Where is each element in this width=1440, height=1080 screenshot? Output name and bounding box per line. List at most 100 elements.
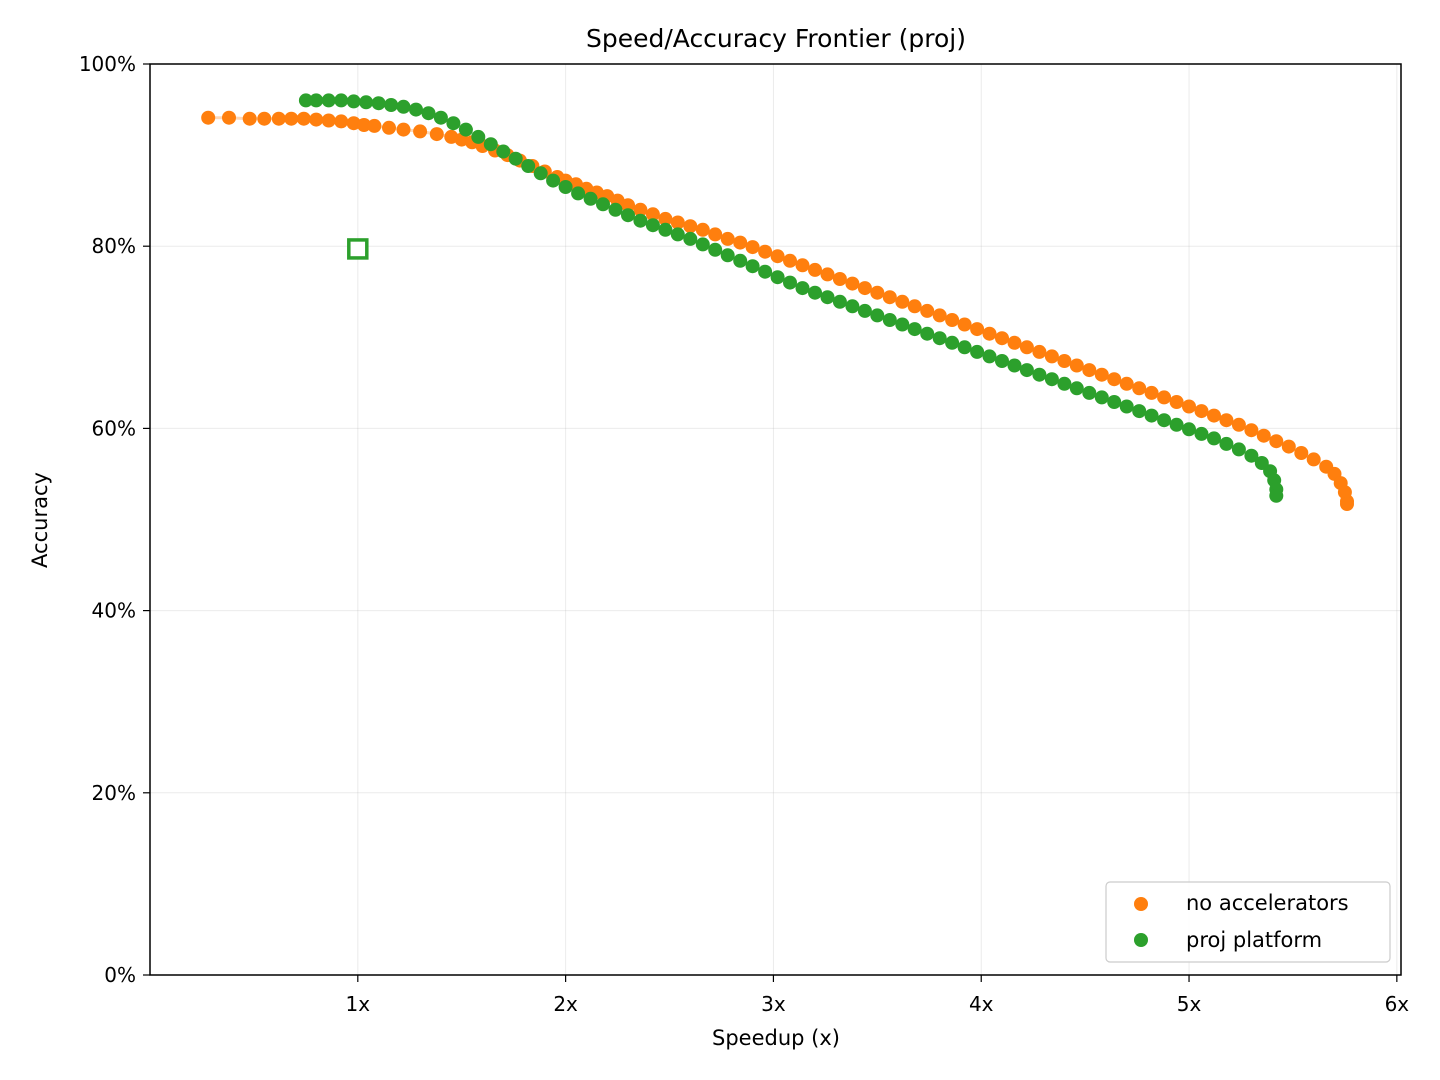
data-point xyxy=(284,111,299,126)
data-point xyxy=(558,180,573,194)
data-point xyxy=(895,294,910,309)
data-point xyxy=(1182,422,1196,437)
baseline-marker xyxy=(347,238,369,260)
data-point xyxy=(870,308,885,323)
data-point xyxy=(770,249,785,264)
plot-frame xyxy=(149,63,1402,976)
data-point xyxy=(409,102,423,117)
data-point xyxy=(1244,423,1259,438)
data-point xyxy=(857,303,872,318)
x-tick-label: 1x xyxy=(346,992,371,1016)
data-point xyxy=(970,344,985,359)
data-point xyxy=(1107,372,1122,387)
data-point xyxy=(683,219,698,234)
data-point xyxy=(957,340,972,355)
data-point xyxy=(695,222,710,237)
data-point xyxy=(1032,367,1047,382)
data-point xyxy=(446,116,461,131)
data-point xyxy=(1231,417,1246,432)
data-point xyxy=(1044,372,1059,387)
data-point xyxy=(945,335,960,350)
data-point xyxy=(758,264,773,279)
data-point xyxy=(458,122,473,137)
data-point xyxy=(1082,385,1097,400)
data-point xyxy=(367,118,382,133)
data-point xyxy=(882,313,897,327)
data-point xyxy=(583,191,598,206)
data-point xyxy=(533,166,548,181)
data-point xyxy=(1219,413,1234,428)
data-point xyxy=(795,258,810,273)
data-point xyxy=(271,111,286,126)
data-point xyxy=(820,267,835,282)
data-point xyxy=(1207,431,1221,446)
data-point xyxy=(870,285,885,300)
data-point xyxy=(1069,358,1084,373)
data-point xyxy=(995,331,1009,346)
data-point xyxy=(1007,358,1022,373)
data-point xyxy=(222,110,236,125)
data-point xyxy=(1269,488,1284,503)
axis-ticks: 1x 2x 3x 4x 5x 6x 0% 20% 40% 60% 80% 100% xyxy=(79,52,1409,1016)
data-point xyxy=(1194,426,1209,441)
data-point xyxy=(957,317,972,332)
data-point xyxy=(621,198,635,213)
data-point xyxy=(471,129,486,144)
legend: no accelerators proj platform xyxy=(1105,881,1391,963)
data-point xyxy=(396,99,411,114)
data-point xyxy=(658,222,673,237)
data-point xyxy=(945,313,960,327)
data-point xyxy=(396,122,411,137)
legend-box xyxy=(1105,881,1391,963)
data-point xyxy=(633,213,648,228)
data-point xyxy=(633,202,648,217)
data-point xyxy=(1269,434,1284,449)
data-point xyxy=(995,354,1009,368)
legend-label-proj-platform: proj platform xyxy=(1186,928,1322,952)
data-point xyxy=(708,227,723,242)
legend-marker-no-accelerators xyxy=(1134,897,1148,911)
data-point xyxy=(1340,497,1354,511)
data-point xyxy=(359,95,374,110)
data-point xyxy=(1082,363,1097,378)
data-point xyxy=(658,211,673,226)
legend-marker-proj-platform xyxy=(1134,933,1148,947)
data-point xyxy=(1069,381,1084,396)
data-point xyxy=(1169,417,1184,432)
data-point xyxy=(708,242,723,257)
data-point xyxy=(907,322,922,337)
data-point xyxy=(770,270,785,285)
data-point xyxy=(1032,344,1047,359)
data-point xyxy=(745,259,760,274)
data-point xyxy=(1169,395,1184,409)
data-point xyxy=(882,290,897,305)
data-point xyxy=(546,173,561,188)
data-point xyxy=(334,93,349,108)
data-point xyxy=(1094,367,1109,382)
data-point xyxy=(1132,404,1147,419)
data-point xyxy=(429,127,444,142)
data-point xyxy=(1182,399,1196,414)
data-point xyxy=(321,93,336,108)
x-tick-label: 4x xyxy=(969,992,994,1016)
y-axis-title: Accuracy xyxy=(28,472,52,568)
data-point xyxy=(483,137,498,152)
data-point xyxy=(845,276,860,291)
y-tick-label: 40% xyxy=(92,599,136,623)
data-point xyxy=(970,322,985,337)
data-point xyxy=(1144,385,1159,400)
data-point xyxy=(433,110,448,125)
x-tick-label: 3x xyxy=(761,992,786,1016)
y-tick-label: 20% xyxy=(92,781,136,805)
data-point xyxy=(820,290,835,305)
chart-title: Speed/Accuracy Frontier (proj) xyxy=(586,24,966,53)
data-points xyxy=(201,93,1354,511)
data-point xyxy=(1244,448,1259,463)
data-point xyxy=(832,272,847,286)
data-point xyxy=(783,275,797,290)
data-point xyxy=(695,237,710,252)
data-point xyxy=(920,326,935,341)
data-point xyxy=(645,207,660,222)
data-point xyxy=(371,96,386,111)
